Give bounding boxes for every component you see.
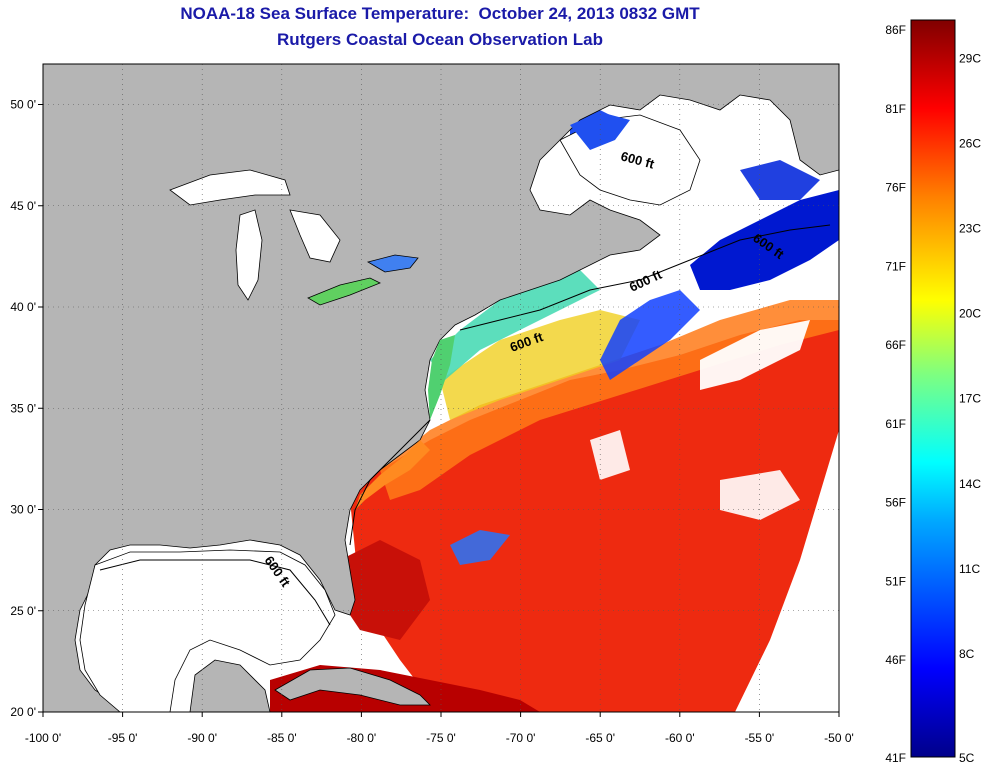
colorbar-f-label: 66F (885, 338, 906, 352)
x-tick-label: -50 0' (824, 731, 854, 745)
lake-superior (169, 169, 291, 206)
colorbar-f-label: 56F (885, 496, 906, 510)
cold-water-region (690, 190, 839, 290)
map-title: NOAA-18 Sea Surface Temperature: October… (180, 4, 700, 23)
longitude-axis: -100 0' -95 0' -90 0' -85 0' -80 0' -75 0' -70… (25, 712, 854, 745)
colorbar-c-label: 29C (959, 51, 981, 65)
y-tick-label: 50 0' (10, 98, 36, 112)
colorbar-c-label: 26C (959, 136, 981, 150)
x-tick-label: -85 0' (267, 731, 297, 745)
gulf-of-mexico (79, 549, 336, 712)
shelf-water-yellow (440, 310, 640, 420)
lake-michigan (235, 209, 263, 301)
coastal-water-cyan (430, 270, 600, 380)
bahamas-warm (340, 540, 430, 640)
cloud-patch-1 (700, 320, 810, 390)
colorbar-c-label: 8C (959, 647, 975, 661)
x-tick-label: -90 0' (187, 731, 217, 745)
colorbar-f-label: 46F (885, 653, 906, 667)
contour-line-gulf (99, 559, 331, 626)
x-tick-label: -75 0' (426, 731, 456, 745)
map-subtitle: Rutgers Coastal Ocean Observation Lab (277, 30, 603, 49)
cold-water-patch (600, 290, 700, 380)
southeast-coastal-warm (355, 440, 430, 510)
colorbar-f-label: 41F (885, 751, 906, 765)
x-tick-label: -55 0' (745, 731, 775, 745)
newfoundland-cold (740, 160, 820, 200)
midatlantic-coastal-green (428, 335, 455, 420)
colorbar-f-label: 71F (885, 259, 906, 273)
contour-line-east (349, 419, 431, 546)
colorbar-c-label: 11C (959, 562, 980, 576)
lake-erie (307, 277, 381, 306)
x-tick-label: -65 0' (585, 731, 615, 745)
colorbar-celsius-labels: 29C 26C 23C 20C 17C 14C 11C 8C 5C (959, 51, 981, 765)
colorbar-f-label: 81F (885, 102, 906, 116)
contour-line-north (459, 224, 831, 331)
colorbar-f-label: 86F (885, 23, 906, 37)
x-tick-label: -95 0' (108, 731, 138, 745)
colorbar-f-label: 76F (885, 181, 906, 195)
y-tick-label: 20 0' (10, 705, 36, 719)
latitude-axis: 50 0' 45 0' 40 0' 35 0' 30 0' 25 0' 20 0' (10, 98, 43, 719)
x-tick-label: -60 0' (665, 731, 695, 745)
colorbar-c-label: 5C (959, 751, 975, 765)
colorbar-f-label: 61F (885, 417, 906, 431)
graticule (43, 64, 839, 712)
x-tick-label: -80 0' (347, 731, 377, 745)
y-tick-label: 35 0' (10, 401, 36, 415)
yucatan-land (189, 659, 271, 712)
cuba-land (274, 667, 431, 706)
x-tick-label: -100 0' (25, 731, 61, 745)
colorbar-fahrenheit-labels: 86F 81F 76F 71F 66F 61F 56F 51F 46F 41F (885, 23, 906, 765)
y-tick-label: 40 0' (10, 300, 36, 314)
colorbar (910, 19, 956, 758)
colorbar-c-label: 14C (959, 477, 981, 491)
warm-water-region (350, 320, 839, 712)
x-tick-label: -70 0' (506, 731, 536, 745)
y-tick-label: 25 0' (10, 604, 36, 618)
colorbar-c-label: 20C (959, 307, 981, 321)
lake-huron (289, 209, 341, 263)
y-tick-label: 45 0' (10, 199, 36, 213)
cloud-patch-3 (720, 470, 800, 520)
cloud-patch-2 (590, 430, 630, 480)
st-lawrence-blue (570, 112, 630, 150)
y-tick-label: 30 0' (10, 503, 36, 517)
colorbar-c-label: 23C (959, 222, 981, 236)
lake-ontario (366, 254, 419, 273)
colorbar-f-label: 51F (885, 574, 906, 588)
colorbar-c-label: 17C (959, 392, 981, 406)
cool-patch-south (450, 530, 510, 565)
